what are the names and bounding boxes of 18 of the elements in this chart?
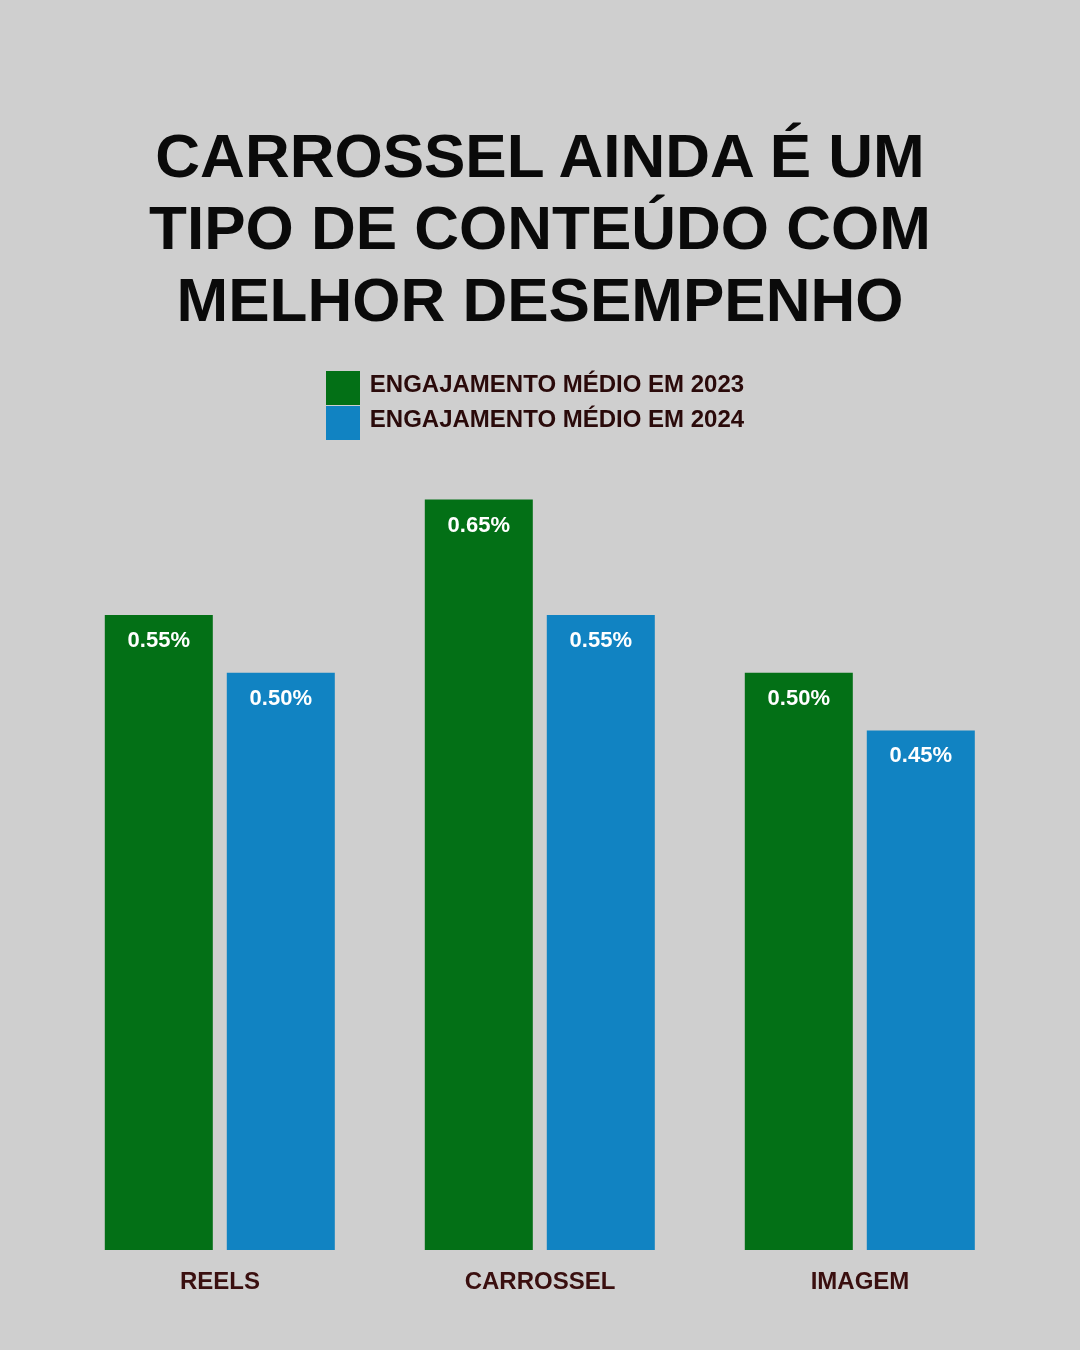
bar: [744, 672, 853, 1250]
legend-label: ENGAJAMENTO MÉDIO EM 2024: [369, 404, 745, 432]
x-tick-label: IMAGEM: [810, 1267, 910, 1295]
legend-label: ENGAJAMENTO MÉDIO EM 2023: [369, 370, 745, 397]
data-label: 0.65%: [447, 511, 510, 537]
bar: [866, 730, 975, 1250]
bar: [424, 499, 533, 1250]
data-label: 0.55%: [569, 626, 632, 652]
chart-title: CARROSSEL AINDA É UM TIPO DE CONTEÚDO COM MELHOR DESEMPENHO: [148, 120, 932, 336]
bar: [226, 672, 335, 1250]
data-label: 0.55%: [127, 626, 190, 652]
data-label: 0.50%: [249, 684, 312, 710]
x-tick-label: CARROSSEL: [464, 1267, 616, 1295]
data-label: 0.45%: [889, 742, 952, 768]
bar: [546, 614, 655, 1250]
x-tick-label: REELS: [179, 1267, 261, 1295]
bar: [104, 614, 213, 1250]
data-label: 0.50%: [767, 684, 830, 710]
